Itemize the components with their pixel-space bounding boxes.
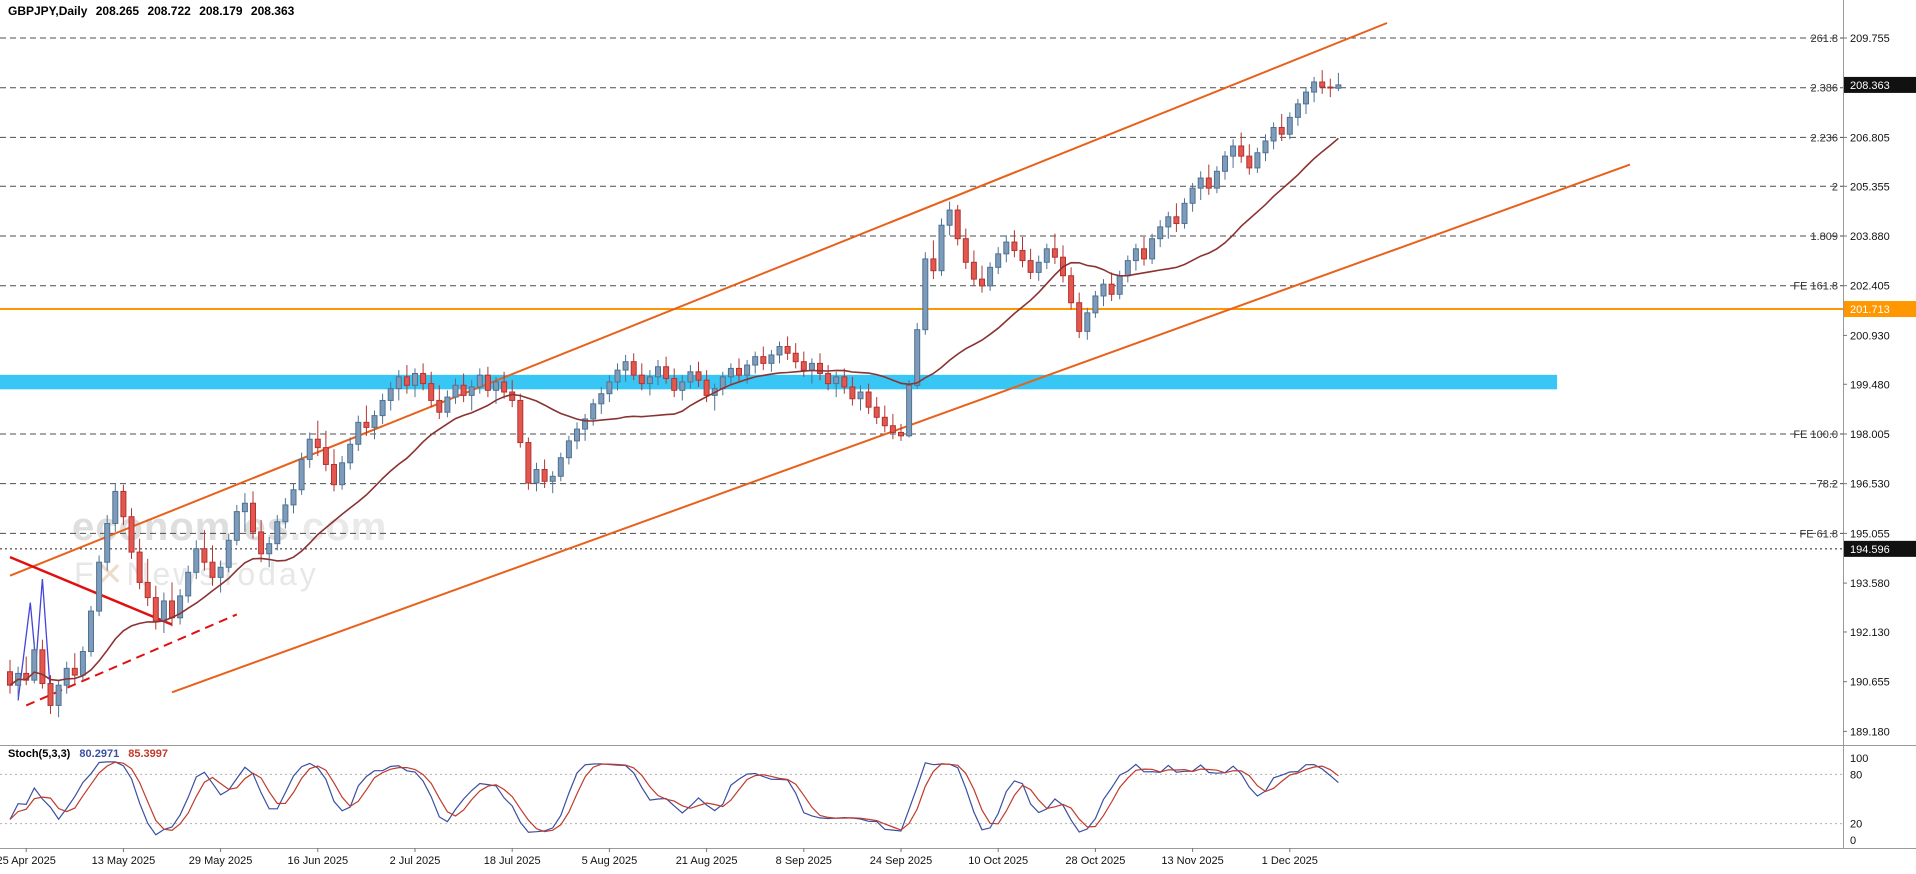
orange-line-price-box <box>1844 301 1916 318</box>
fib-level-label: 261.8 <box>1810 33 1838 45</box>
symbol-ohlc-header: GBPJPY,Daily 208.265 208.722 208.179 208… <box>8 4 299 18</box>
price-tick-label: 205.355 <box>1850 181 1890 193</box>
price-tick-label: 202.405 <box>1850 281 1890 293</box>
price-tick-label: 209.755 <box>1850 33 1890 45</box>
date-tick-label: 13 Nov 2025 <box>1161 855 1223 867</box>
date-tick-label: 16 Jun 2025 <box>288 855 349 867</box>
stoch-k-value: 80.2971 <box>79 748 120 760</box>
fib-level-label: 78.2 <box>1817 479 1838 491</box>
current-price-box-text: 208.363 <box>1850 80 1890 92</box>
stoch-level-label: 100 <box>1850 753 1868 765</box>
date-tick-label: 5 Aug 2025 <box>582 855 638 867</box>
candles[interactable] <box>7 70 1342 718</box>
price-tick-label: 189.180 <box>1850 726 1890 738</box>
open-value: 208.265 <box>95 4 140 18</box>
price-tick-label: 203.880 <box>1850 231 1890 243</box>
low-value: 208.179 <box>199 4 243 18</box>
date-tick-label: 18 Jul 2025 <box>484 855 541 867</box>
date-tick-label: 8 Sep 2025 <box>776 855 832 867</box>
stoch-level-label: 80 <box>1850 769 1862 781</box>
high-value: 208.722 <box>147 4 191 18</box>
support-resistance-band[interactable] <box>0 374 1558 390</box>
black-line-price-box <box>1844 540 1916 557</box>
price-tick-label: 190.655 <box>1850 677 1890 689</box>
price-tick-label: 199.480 <box>1850 379 1890 391</box>
date-tick-label: 24 Sep 2025 <box>870 855 932 867</box>
channel-upper[interactable] <box>9 22 1388 577</box>
fibonacci-gridlines <box>0 37 1843 534</box>
symbol-timeframe-label: GBPJPY,Daily <box>8 4 88 18</box>
trend-red-solid[interactable] <box>9 555 173 626</box>
stochastic-pane: 100 80 20 0 <box>0 753 1868 847</box>
stoch-level-label: 0 <box>1850 835 1856 847</box>
date-tick-label: 1 Dec 2025 <box>1262 855 1318 867</box>
fib-level-label: 2.386 <box>1810 83 1838 95</box>
stoch-level-label: 20 <box>1850 819 1862 831</box>
fib-level-label: FE 61.8 <box>1799 528 1838 540</box>
price-tick-label: 206.805 <box>1850 132 1890 144</box>
date-tick-label: 13 May 2025 <box>92 855 156 867</box>
stoch-k-line <box>9 761 1339 836</box>
fib-level-label: 1.809 <box>1810 231 1838 243</box>
fib-level-label: 2 <box>1832 181 1838 193</box>
date-tick-label: 29 May 2025 <box>189 855 253 867</box>
price-tick-label: 200.930 <box>1850 330 1890 342</box>
moving-average-line <box>9 137 1339 686</box>
orange-line-price-box-text: 201.713 <box>1850 304 1890 316</box>
date-tick-label: 21 Aug 2025 <box>676 855 738 867</box>
fib-level-label: 2.236 <box>1810 132 1838 144</box>
price-tick-label: 195.055 <box>1850 528 1890 540</box>
date-tick-label: 2 Jul 2025 <box>390 855 441 867</box>
date-tick-label: 25 Apr 2025 <box>0 855 56 867</box>
price-tick-label: 196.530 <box>1850 479 1890 491</box>
fib-level-label: FE 161.8 <box>1793 281 1838 293</box>
stoch-d-value: 85.3997 <box>128 748 169 760</box>
date-tick-label: 10 Oct 2025 <box>968 855 1028 867</box>
close-value: 208.363 <box>250 4 295 18</box>
price-axis[interactable]: 209.755 206.805 205.355 203.880 202.405 200.9… <box>1793 33 1889 738</box>
black-line-price-box-text: 194.596 <box>1850 544 1890 556</box>
stoch-indicator-label: Stoch(5,3,3) 80.2971 85.3997 <box>8 748 168 760</box>
current-price-box <box>1844 76 1916 93</box>
price-tick-label: 192.130 <box>1850 627 1890 639</box>
date-axis[interactable]: 25 Apr 2025 13 May 2025 29 May 2025 16 Jun … <box>0 848 1318 867</box>
price-tick-label: 198.005 <box>1850 429 1890 441</box>
fib-level-label: FE 100.0 <box>1793 429 1838 441</box>
price-tick-label: 193.580 <box>1850 578 1890 590</box>
stoch-d-line <box>9 761 1339 833</box>
stoch-name: Stoch(5,3,3) <box>8 748 71 760</box>
date-tick-label: 28 Oct 2025 <box>1065 855 1125 867</box>
